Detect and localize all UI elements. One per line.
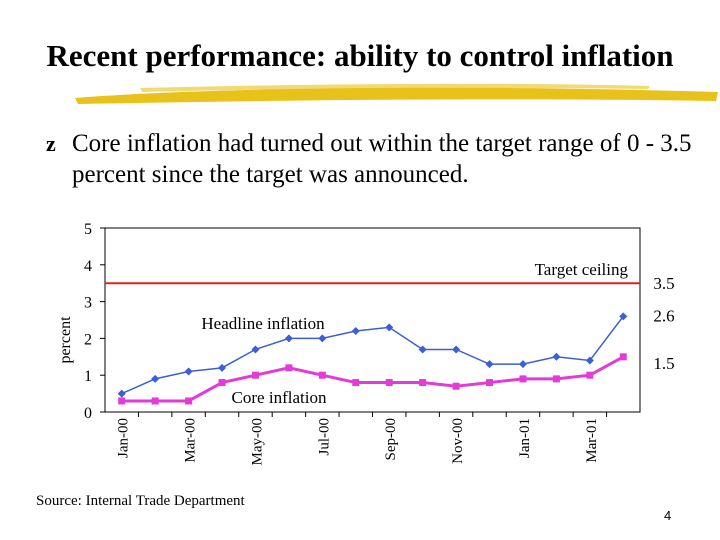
y-axis-label: percent <box>57 316 74 364</box>
y-tick-label: 3 <box>84 295 92 312</box>
headline-data-point <box>218 363 227 372</box>
core-data-point <box>352 379 360 387</box>
headline-data-point <box>351 327 360 336</box>
headline-data-point <box>619 312 628 321</box>
headline-series-label: Headline inflation <box>201 314 325 333</box>
core-data-point <box>218 379 226 387</box>
headline-data-point <box>318 334 327 343</box>
y-tick-label: 0 <box>84 405 92 422</box>
headline-data-point <box>518 360 527 369</box>
core-data-point <box>251 371 259 379</box>
y-tick-label: 2 <box>84 331 92 348</box>
headline-data-point <box>117 389 126 398</box>
headline-end-label: 2.6 <box>653 306 674 325</box>
core-series-label: Core inflation <box>232 388 327 407</box>
headline-data-point <box>385 323 394 332</box>
core-data-point <box>185 397 193 405</box>
headline-inflation-line <box>121 315 624 395</box>
headline-data-point <box>585 356 594 365</box>
page-number: 4 <box>664 508 672 523</box>
headline-data-point <box>184 367 193 376</box>
x-tick-label: Jan-01 <box>517 418 533 458</box>
core-data-point <box>552 375 560 383</box>
x-tick-label: Nov-00 <box>450 418 466 464</box>
slide-title: Recent performance: ability to control i… <box>46 38 674 73</box>
headline-data-point <box>552 352 561 361</box>
x-tick-label: Mar-00 <box>183 418 199 463</box>
y-tick-label: 5 <box>84 221 92 238</box>
headline-data-point <box>151 374 160 383</box>
headline-data-point <box>284 334 293 343</box>
bullet-point: z Core inflation had turned out within t… <box>46 128 706 190</box>
core-data-point <box>118 397 126 405</box>
headline-data-point <box>452 345 461 354</box>
core-data-point <box>285 364 293 372</box>
headline-data-point <box>251 345 260 354</box>
core-data-point <box>586 371 594 379</box>
x-tick-label: Mar-01 <box>584 418 600 463</box>
core-end-label: 1.5 <box>653 354 674 373</box>
core-data-point <box>619 353 627 361</box>
x-tick-label: Jul-00 <box>316 418 332 456</box>
x-tick-label: Jan-00 <box>116 418 132 458</box>
x-tick-label: Sep-00 <box>383 418 399 461</box>
core-data-point <box>318 371 326 379</box>
core-data-point <box>385 379 393 387</box>
y-tick-label: 4 <box>84 258 92 275</box>
target-ceiling-label: Target ceiling <box>535 260 629 279</box>
headline-data-point <box>485 360 494 369</box>
plot-area <box>104 227 641 413</box>
source-note: Source: Internal Trade Department <box>36 493 245 509</box>
y-tick-label: 1 <box>84 368 92 385</box>
title-underline <box>75 83 718 104</box>
bullet-text: Core inflation had turned out within the… <box>72 130 692 188</box>
core-data-point <box>419 379 427 387</box>
z-bullet-icon: z <box>46 131 56 156</box>
core-data-point <box>452 382 460 390</box>
headline-data-point <box>418 345 427 354</box>
core-inflation-line <box>121 355 625 403</box>
core-data-point <box>486 379 494 387</box>
core-data-point <box>519 375 527 383</box>
x-tick-label: May-00 <box>249 418 265 466</box>
target-ceiling-value: 3.5 <box>653 274 674 293</box>
core-data-point <box>151 397 159 405</box>
